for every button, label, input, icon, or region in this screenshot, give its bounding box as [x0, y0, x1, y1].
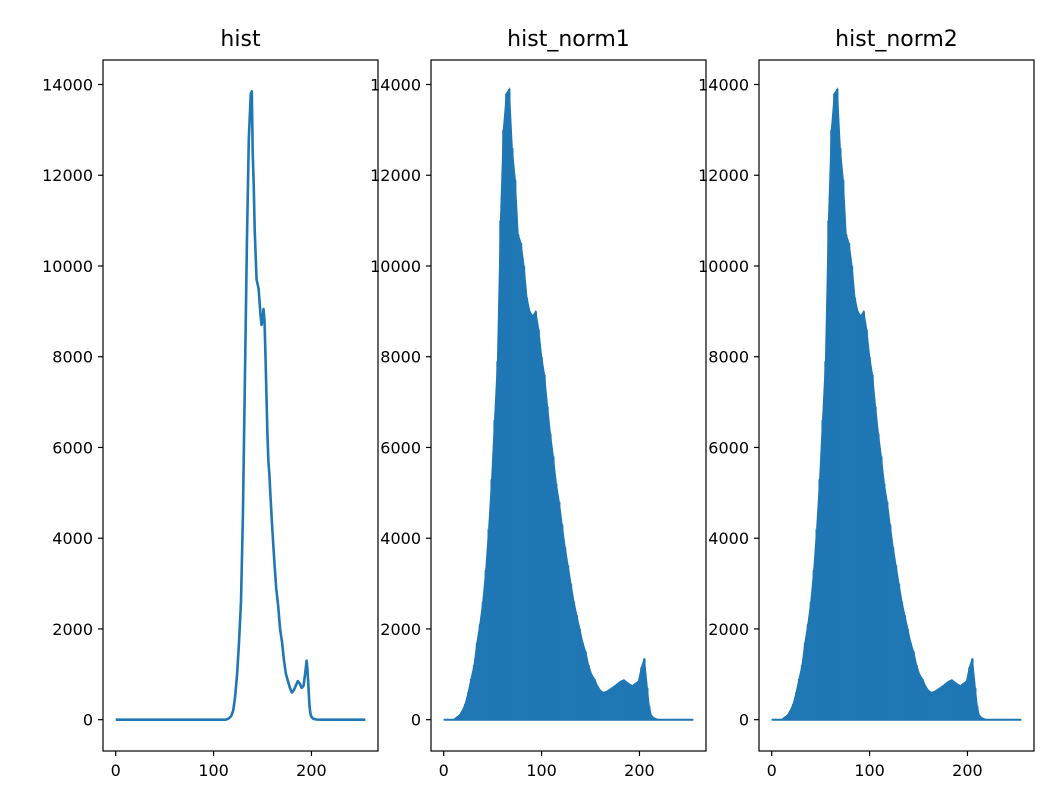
subplot-title: hist [220, 27, 261, 52]
x-tick-label: 200 [952, 761, 983, 780]
axes-frame [102, 59, 379, 752]
y-tick-label: 12000 [698, 166, 749, 185]
y-tick-label: 2000 [380, 620, 421, 639]
x-tick-label: 0 [767, 761, 777, 780]
x-tick-label: 200 [296, 761, 327, 780]
y-tick-label: 10000 [370, 257, 421, 276]
y-tick-label: 2000 [708, 620, 749, 639]
y-tick-label: 2000 [52, 620, 93, 639]
y-tick-label: 4000 [708, 529, 749, 548]
y-tick-label: 12000 [370, 166, 421, 185]
y-tick-label: 6000 [708, 438, 749, 457]
x-tick-label: 100 [526, 761, 557, 780]
y-tick-label: 8000 [380, 348, 421, 367]
y-tick-label: 10000 [42, 257, 93, 276]
y-tick-label: 4000 [380, 529, 421, 548]
y-tick-label: 10000 [698, 257, 749, 276]
y-tick-label: 0 [83, 711, 93, 730]
y-tick-label: 14000 [698, 76, 749, 95]
y-tick-label: 4000 [52, 529, 93, 548]
x-tick-label: 0 [111, 761, 121, 780]
y-tick-label: 6000 [52, 438, 93, 457]
subplot-hist: hist 0 2000 4000 6000 8000 10000 12000 14000 0 10… [42, 27, 379, 780]
y-tick-label: 0 [739, 711, 749, 730]
y-tick-label: 14000 [370, 76, 421, 95]
subplot-title: hist_norm2 [835, 27, 958, 52]
y-tick-label: 14000 [42, 76, 93, 95]
subplot-hist-norm1: hist_norm1 02000400060008000100001200014… [370, 27, 707, 780]
y-tick-label: 8000 [52, 348, 93, 367]
x-tick-label: 100 [854, 761, 885, 780]
axes-frame [430, 59, 707, 752]
subplot-hist-norm2: hist_norm2 02000400060008000100001200014… [698, 27, 1035, 780]
x-tick-label: 100 [198, 761, 229, 780]
series-line [115, 90, 366, 722]
y-tick-label: 12000 [42, 166, 93, 185]
x-tick-label: 0 [439, 761, 449, 780]
axes-frame [758, 59, 1035, 752]
y-tick-label: 0 [411, 711, 421, 730]
y-tick-label: 8000 [708, 348, 749, 367]
x-tick-label: 200 [624, 761, 655, 780]
subplot-title: hist_norm1 [507, 27, 630, 52]
y-tick-label: 6000 [380, 438, 421, 457]
